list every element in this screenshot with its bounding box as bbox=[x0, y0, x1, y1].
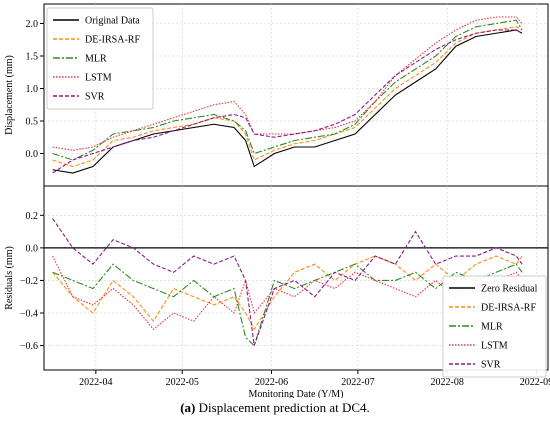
top-legend-label: DE-IRSA-RF bbox=[85, 35, 140, 46]
top-legend-label: LSTM bbox=[85, 73, 112, 84]
figure: 2022-04 2022-05 2022-06 2022-07 2022-08 2022-… bbox=[4, 3, 550, 398]
top-y-tick-label: 1.5 bbox=[26, 52, 39, 63]
x-axis-label: Monitoring Date (Y/M) bbox=[249, 389, 344, 398]
x-tick-label: 2022-06 bbox=[255, 377, 288, 388]
axes-frame bbox=[43, 3, 549, 371]
top-series-svr bbox=[52, 29, 523, 174]
figure-caption: (a) Displacement prediction at DC4. bbox=[0, 400, 550, 416]
caption-text: Displacement prediction at DC4. bbox=[198, 400, 370, 415]
top-y-tick-label: 1.0 bbox=[26, 84, 39, 95]
top-series-lstm bbox=[52, 16, 523, 151]
bottom-legend-label: LSTM bbox=[481, 341, 508, 352]
bottom-y-tick-label: 0.0 bbox=[26, 243, 39, 254]
bottom-y-tick-label: −0.2 bbox=[20, 276, 38, 287]
top-legend-label: SVR bbox=[85, 92, 105, 103]
bottom-series-lstm bbox=[52, 255, 523, 331]
x-tick-label: 2022-07 bbox=[341, 377, 374, 388]
bottom-legend-label: DE-IRSA-RF bbox=[481, 303, 536, 314]
bottom-y-tick-label: −0.6 bbox=[20, 341, 38, 352]
bottom-legend-label: SVR bbox=[481, 360, 501, 371]
bottom-y-axis-label: Residuals (mm) bbox=[4, 246, 15, 310]
x-tick-label: 2022-04 bbox=[79, 377, 112, 388]
bottom-legend-label: MLR bbox=[481, 322, 503, 333]
top-y-tick-label: 0.0 bbox=[26, 149, 39, 160]
bottom-legend-box bbox=[442, 275, 547, 378]
top-legend-box bbox=[46, 7, 154, 110]
x-tick-label: 2022-08 bbox=[431, 377, 464, 388]
caption-label: (a) bbox=[180, 400, 196, 415]
bottom-y-tick-label: 0.2 bbox=[26, 211, 39, 222]
bottom-y-tick-label: −0.4 bbox=[20, 309, 38, 320]
top-y-axis-label: Displacement (mm) bbox=[4, 55, 15, 135]
bottom-series-mlr bbox=[52, 263, 523, 347]
top-y-tick-label: 0.5 bbox=[26, 117, 39, 128]
x-tick-label: 2022-05 bbox=[166, 377, 199, 388]
top-series-de-irsa-rf bbox=[52, 26, 523, 168]
bottom-legend-label: Zero Residual bbox=[481, 284, 538, 295]
top-y-tick-label: 2.0 bbox=[26, 19, 39, 30]
x-tick-label: 2022-09 bbox=[520, 377, 550, 388]
top-legend-label: Original Data bbox=[85, 16, 140, 27]
top-legend-label: MLR bbox=[85, 54, 107, 65]
